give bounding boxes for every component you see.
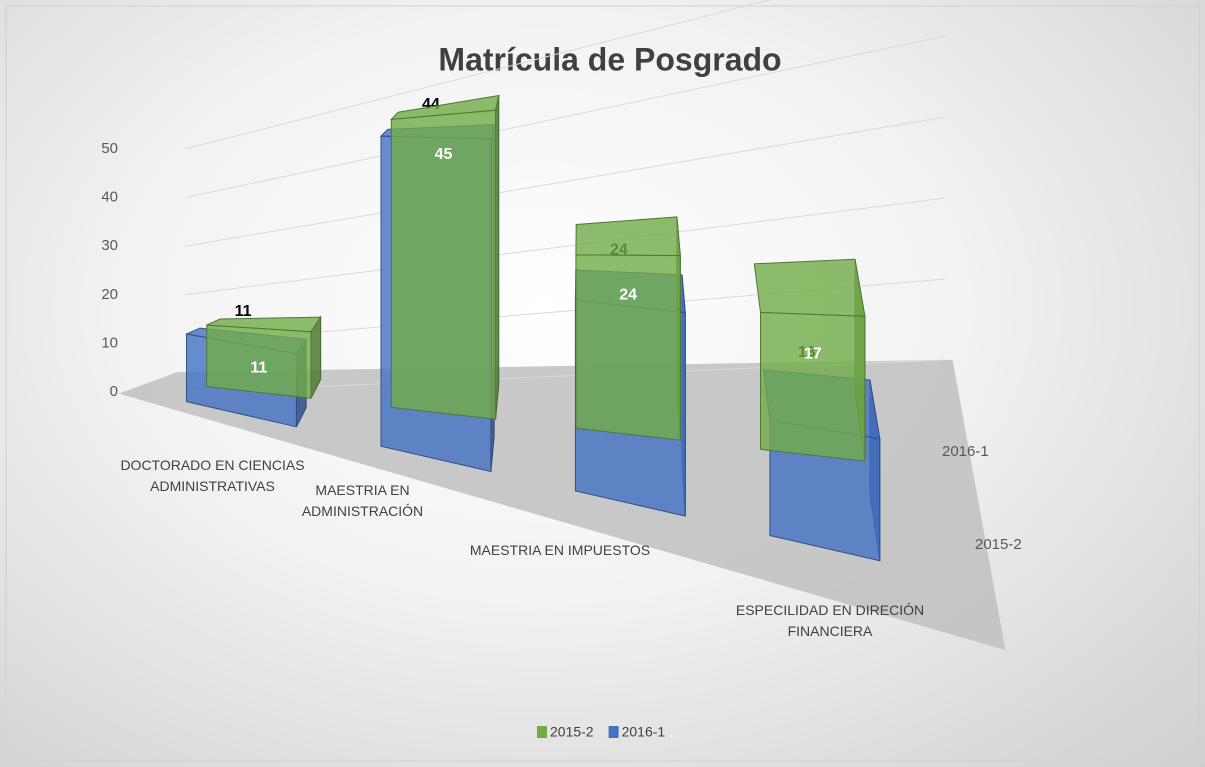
- bar: [575, 216, 681, 441]
- legend-swatch: [537, 726, 547, 738]
- depth-label: 2015-2: [975, 536, 1022, 553]
- depth-label: 2016-1: [942, 443, 989, 460]
- y-tick-label: 50: [101, 140, 118, 157]
- data-label: 17: [804, 346, 822, 363]
- data-label: 11: [250, 360, 267, 377]
- data-label: 45: [435, 146, 453, 163]
- data-label: 11: [235, 303, 252, 320]
- bar-front: [390, 109, 497, 420]
- bar-top: [575, 216, 681, 257]
- legend-label: 2015-2: [550, 724, 594, 740]
- data-label: 24: [619, 286, 637, 303]
- x-tick-label: MAESTRIA EN ADMINISTRACIÓN: [301, 482, 424, 519]
- bar-front: [206, 324, 312, 399]
- y-tick-label: 30: [101, 237, 118, 254]
- bar-front: [760, 311, 866, 462]
- y-tick-label: 10: [101, 334, 118, 351]
- bar-front: [575, 254, 681, 441]
- bar: [390, 94, 500, 420]
- grid-line: [184, 35, 946, 199]
- x-tick-label: MAESTRIA EN IMPUESTOS: [469, 542, 651, 558]
- bar: [753, 258, 866, 462]
- bar-top: [753, 258, 866, 317]
- chart-border: [5, 5, 1200, 762]
- y-tick-label: 0: [110, 383, 118, 400]
- y-tick-label: 40: [101, 189, 118, 206]
- bar: [206, 315, 322, 399]
- y-tick-label: 20: [101, 286, 118, 303]
- x-tick-label: DOCTORADO EN CIENCIAS ADMINISTRATIVAS: [120, 457, 305, 494]
- legend-swatch: [608, 726, 619, 738]
- x-tick-label: ESPECILIDAD EN DIRECIÓN FINANCIERA: [735, 602, 925, 639]
- grid-line: [184, 0, 771, 150]
- legend-label: 2016-1: [622, 724, 666, 740]
- chart-title: Matrícula de Posgrado: [438, 41, 781, 77]
- grid-line: [184, 116, 946, 247]
- grid-line: [184, 197, 946, 296]
